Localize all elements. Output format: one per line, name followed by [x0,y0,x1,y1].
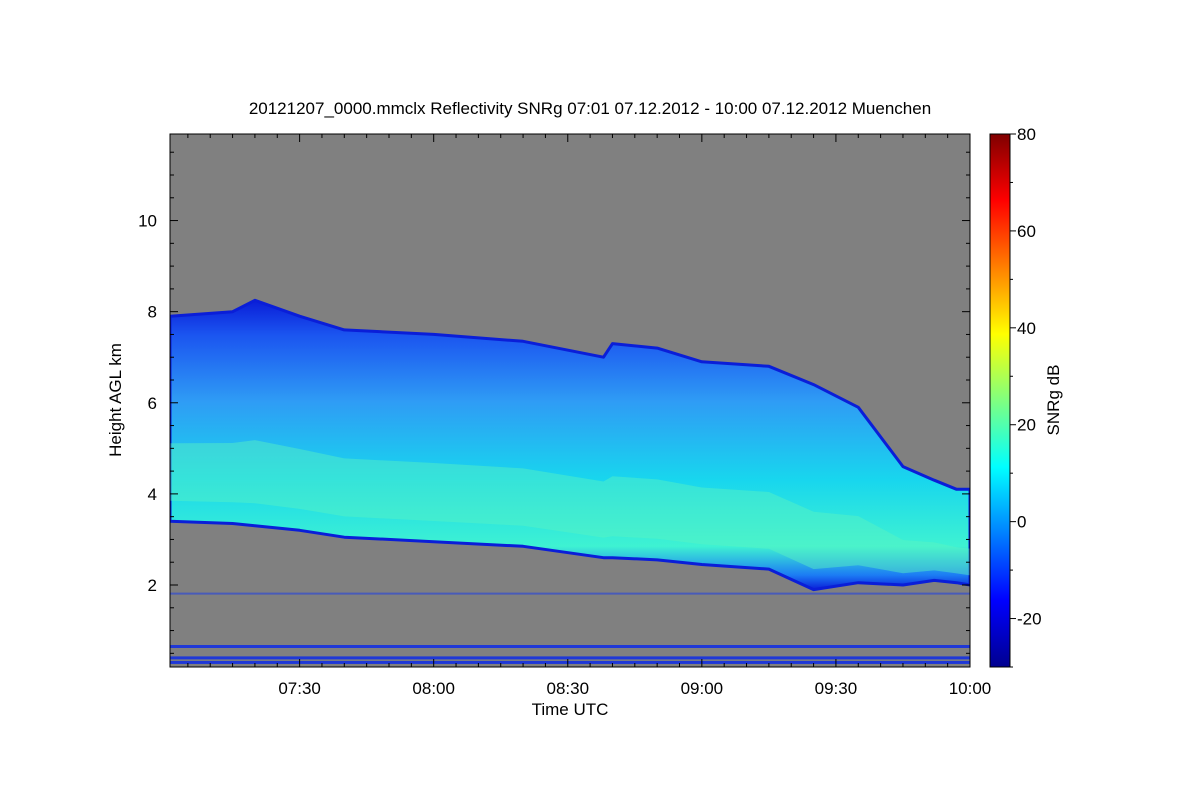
chart-title: 20121207_0000.mmclx Reflectivity SNRg 07… [249,99,931,118]
x-tick-label: 10:00 [949,679,992,698]
colorbar-tick-label: 40 [1017,319,1036,338]
x-axis-label: Time UTC [532,700,609,719]
colorbar-tick-label: 80 [1017,125,1036,144]
y-axis-label: Height AGL km [106,343,125,457]
plot-content [170,298,970,664]
noise-layer [170,645,970,648]
y-tick-label: 4 [148,485,157,504]
cloud-core [170,440,970,576]
noise-layer [170,660,970,664]
y-axis: 2 4 6 8 10 [138,151,970,654]
colorbar-tick-label: 20 [1017,416,1036,435]
colorbar-axis: -20 0 20 40 60 80 [1010,125,1042,668]
y-tick-label: 6 [148,394,157,413]
colorbar-label: SNRg dB [1044,365,1063,436]
y-tick-label: 8 [148,303,157,322]
x-tick-label: 09:00 [681,679,724,698]
x-tick-label: 08:00 [412,679,455,698]
x-axis: 07:30 08:00 08:30 09:00 09:30 10:00 [187,134,992,698]
x-tick-label: 07:30 [278,679,321,698]
y-tick-label: 2 [148,576,157,595]
plot-frame [169,133,971,668]
noise-layer [170,592,970,595]
colorbar [989,133,1011,668]
x-tick-label: 08:30 [546,679,589,698]
cloud-layer [170,298,970,592]
colorbar-tick-label: -20 [1017,610,1042,629]
colorbar-tick-label: 60 [1017,222,1036,241]
x-tick-label: 09:30 [815,679,858,698]
noise-layer [170,656,970,660]
colorbar-tick-label: 0 [1017,513,1026,532]
y-tick-label: 10 [138,212,157,231]
